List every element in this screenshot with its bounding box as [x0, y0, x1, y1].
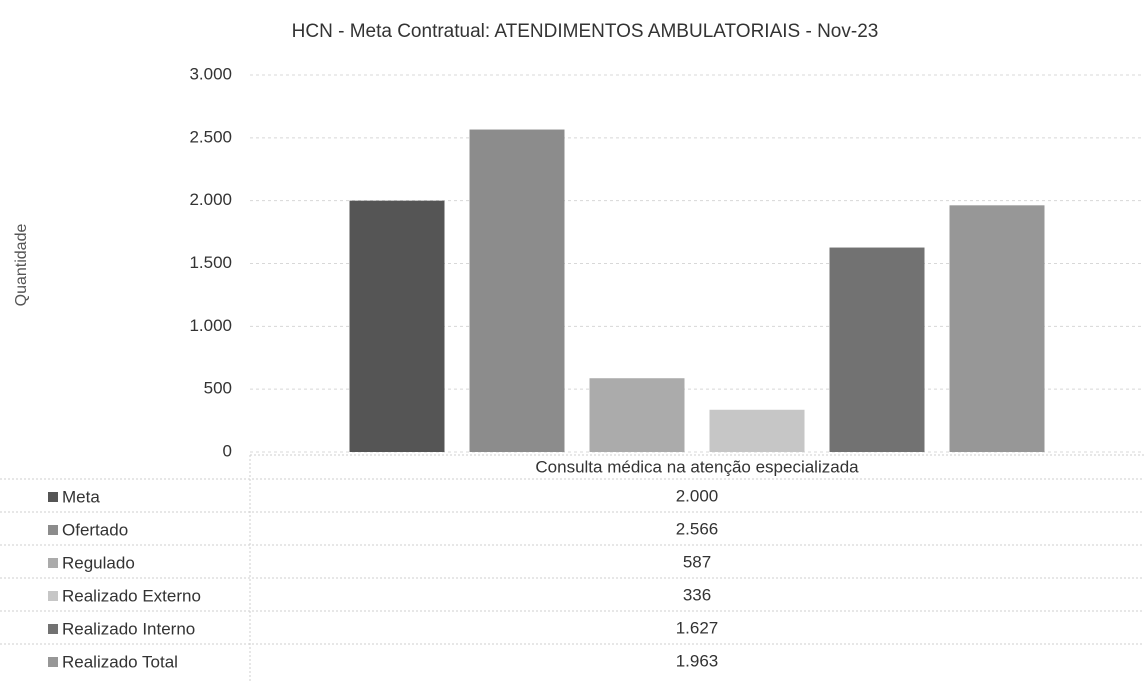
legend-label: Realizado Interno — [62, 619, 195, 638]
legend-label: Regulado — [62, 553, 135, 572]
legend-swatch — [48, 525, 58, 535]
legend-swatch — [48, 492, 58, 502]
value-label: 1.627 — [676, 618, 719, 637]
value-label: 2.566 — [676, 519, 719, 538]
legend-label: Ofertado — [62, 520, 128, 539]
bar — [829, 247, 925, 452]
legend-label: Meta — [62, 487, 100, 506]
legend-label: Realizado Externo — [62, 586, 201, 605]
bar — [949, 205, 1045, 452]
y-tick-label: 1.000 — [189, 316, 232, 335]
y-axis-label: Quantidade — [13, 224, 30, 307]
bar — [589, 378, 685, 452]
y-tick-label: 1.500 — [189, 253, 232, 272]
bar — [349, 200, 445, 452]
value-label: 2.000 — [676, 486, 719, 505]
legend-label: Realizado Total — [62, 652, 178, 671]
y-tick-label: 0 — [223, 441, 232, 460]
value-label: 587 — [683, 552, 711, 571]
x-tick-label: Consulta médica na atenção especializada — [535, 457, 859, 476]
bar — [469, 129, 565, 452]
y-tick-label: 3.000 — [189, 64, 232, 83]
bar — [709, 409, 805, 452]
y-tick-label: 2.500 — [189, 127, 232, 146]
value-label: 336 — [683, 585, 711, 604]
legend-swatch — [48, 558, 58, 568]
value-label: 1.963 — [676, 651, 719, 670]
y-tick-label: 2.000 — [189, 190, 232, 209]
legend-swatch — [48, 657, 58, 667]
legend-swatch — [48, 591, 58, 601]
legend-swatch — [48, 624, 58, 634]
chart-title: HCN - Meta Contratual: ATENDIMENTOS AMBU… — [292, 21, 879, 42]
y-tick-label: 500 — [204, 379, 232, 398]
